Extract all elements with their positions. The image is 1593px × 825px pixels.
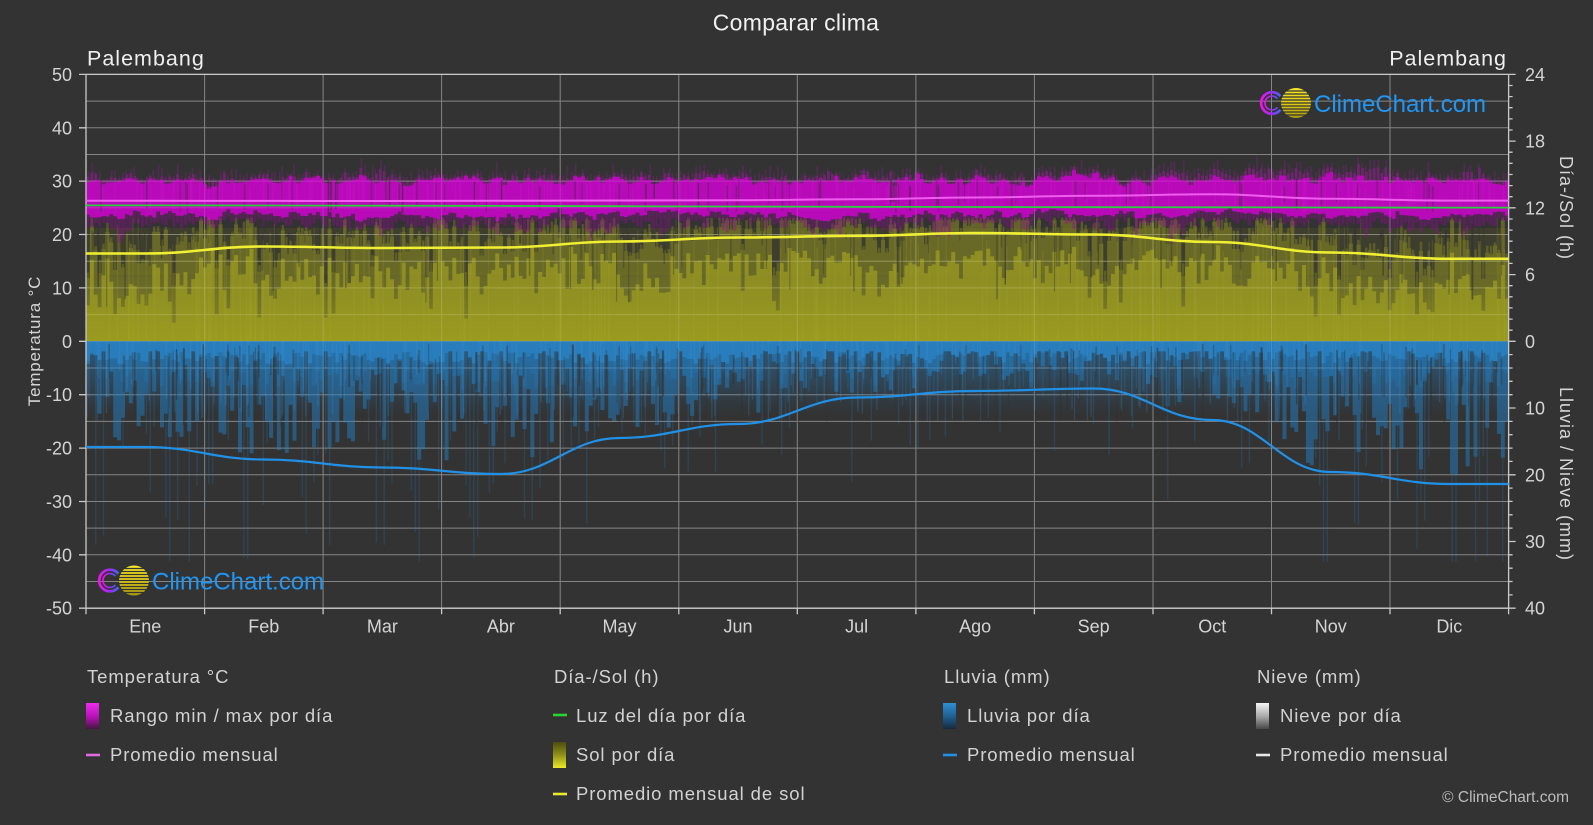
svg-text:© ClimeChart.com: © ClimeChart.com bbox=[1442, 789, 1569, 806]
svg-text:Sep: Sep bbox=[1078, 617, 1110, 637]
svg-text:Nieve (mm): Nieve (mm) bbox=[1257, 666, 1362, 687]
svg-text:Jun: Jun bbox=[724, 617, 753, 637]
svg-text:Día-/Sol (h): Día-/Sol (h) bbox=[554, 666, 659, 687]
svg-text:Lluvia (mm): Lluvia (mm) bbox=[944, 666, 1051, 687]
svg-text:50: 50 bbox=[52, 65, 72, 85]
svg-text:Mar: Mar bbox=[367, 617, 398, 637]
svg-text:ClimeChart.com: ClimeChart.com bbox=[1314, 91, 1486, 118]
svg-text:Palembang: Palembang bbox=[1389, 47, 1507, 71]
svg-text:Ene: Ene bbox=[129, 617, 161, 637]
svg-text:Promedio mensual: Promedio mensual bbox=[110, 744, 279, 765]
svg-text:Promedio mensual: Promedio mensual bbox=[1280, 744, 1449, 765]
svg-text:18: 18 bbox=[1525, 132, 1545, 152]
svg-text:Nov: Nov bbox=[1315, 617, 1347, 637]
svg-text:-40: -40 bbox=[46, 545, 72, 565]
svg-text:Temperatura °C: Temperatura °C bbox=[87, 666, 229, 687]
svg-text:Promedio mensual: Promedio mensual bbox=[967, 744, 1136, 765]
svg-text:Lluvia / Nieve (mm): Lluvia / Nieve (mm) bbox=[1556, 387, 1576, 561]
svg-text:24: 24 bbox=[1525, 65, 1545, 85]
svg-text:Comparar clima: Comparar clima bbox=[713, 10, 880, 36]
svg-text:20: 20 bbox=[52, 225, 72, 245]
svg-text:0: 0 bbox=[62, 332, 72, 352]
svg-text:Abr: Abr bbox=[487, 617, 515, 637]
svg-text:30: 30 bbox=[1525, 532, 1545, 552]
svg-text:Palembang: Palembang bbox=[87, 47, 205, 71]
svg-text:12: 12 bbox=[1525, 198, 1545, 218]
svg-text:10: 10 bbox=[1525, 399, 1545, 419]
svg-text:40: 40 bbox=[1525, 599, 1545, 619]
svg-text:Lluvia por día: Lluvia por día bbox=[967, 705, 1091, 726]
svg-text:Ago: Ago bbox=[959, 617, 991, 637]
svg-text:May: May bbox=[602, 617, 636, 637]
svg-text:-20: -20 bbox=[46, 439, 72, 459]
svg-text:Temperatura °C: Temperatura °C bbox=[25, 276, 44, 406]
svg-text:20: 20 bbox=[1525, 465, 1545, 485]
svg-text:-10: -10 bbox=[46, 385, 72, 405]
svg-text:ClimeChart.com: ClimeChart.com bbox=[152, 569, 324, 596]
svg-text:40: 40 bbox=[52, 118, 72, 138]
svg-text:10: 10 bbox=[52, 278, 72, 298]
svg-text:Promedio mensual de sol: Promedio mensual de sol bbox=[576, 783, 805, 804]
svg-text:Oct: Oct bbox=[1198, 617, 1226, 637]
svg-text:Dic: Dic bbox=[1436, 617, 1462, 637]
svg-text:0: 0 bbox=[1525, 332, 1535, 352]
svg-text:Jul: Jul bbox=[845, 617, 868, 637]
svg-text:Nieve por día: Nieve por día bbox=[1280, 705, 1402, 726]
svg-text:Sol por día: Sol por día bbox=[576, 744, 675, 765]
svg-text:Rango min / max por día: Rango min / max por día bbox=[110, 705, 333, 726]
svg-text:Feb: Feb bbox=[248, 617, 279, 637]
svg-text:Día-/Sol (h): Día-/Sol (h) bbox=[1556, 156, 1576, 260]
svg-text:-50: -50 bbox=[46, 599, 72, 619]
svg-text:6: 6 bbox=[1525, 265, 1535, 285]
svg-text:-30: -30 bbox=[46, 492, 72, 512]
svg-text:30: 30 bbox=[52, 172, 72, 192]
svg-text:Luz del día por día: Luz del día por día bbox=[576, 705, 746, 726]
